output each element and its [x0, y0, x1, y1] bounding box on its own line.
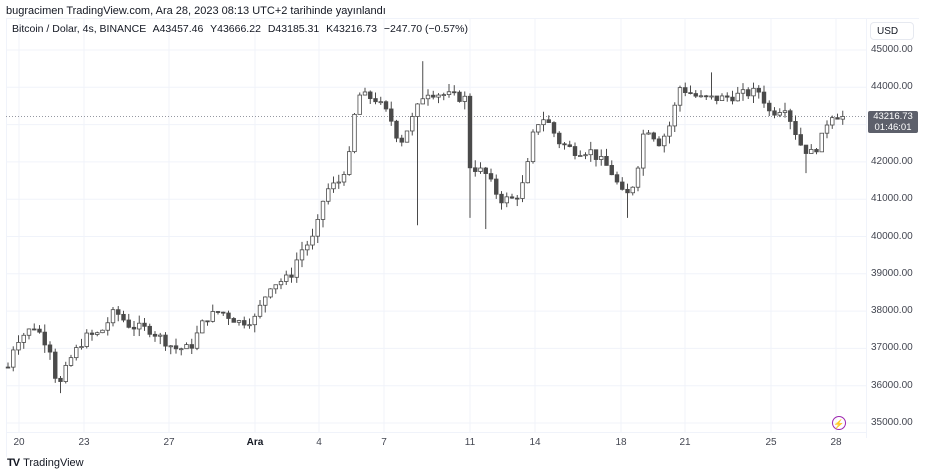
time-tick: Ara	[246, 437, 264, 448]
price-tick: 39000.00	[871, 267, 913, 279]
price-tick: 38000.00	[871, 305, 913, 317]
legend-high: Y43666.22	[210, 23, 261, 35]
price-tick: 42000.00	[871, 155, 913, 167]
price-tick: 40000.00	[871, 230, 913, 242]
price-tick: 37000.00	[871, 342, 913, 354]
legend-open: A43457.46	[152, 23, 204, 35]
last-price-label: 43216.73 01:46:01	[868, 111, 918, 133]
chart-legend: Bitcoin / Dolar, 4s, BINANCE A43457.46 Y…	[12, 23, 472, 35]
time-tick: 14	[529, 437, 541, 448]
candles	[5, 61, 845, 394]
price-axis[interactable]	[866, 18, 921, 438]
grid-lines	[6, 19, 866, 432]
legend-change: −247.70 (−0.57%)	[383, 23, 468, 35]
tradingview-logo: TV TradingView	[7, 457, 84, 469]
price-tick: 45000.00	[871, 44, 913, 55]
time-tick: 28	[830, 437, 842, 448]
time-tick: 11	[464, 437, 476, 448]
currency-button[interactable]: USD	[870, 22, 914, 40]
time-tick: 21	[679, 437, 691, 448]
legend-close: K43216.73	[326, 23, 377, 35]
legend-low: D43185.31	[267, 23, 320, 35]
price-tick: 41000.00	[871, 193, 913, 205]
time-tick: 18	[615, 437, 627, 448]
time-tick: 4	[316, 437, 322, 448]
chart-frame	[6, 18, 919, 457]
price-tick: 44000.00	[871, 81, 913, 93]
bar-countdown: 01:46:01	[874, 122, 912, 133]
legend-symbol[interactable]: Bitcoin / Dolar, 4s, BINANCE	[12, 23, 147, 35]
tv-logo-icon: TV	[7, 457, 20, 469]
lightning-icon[interactable]: ⚡	[832, 416, 846, 430]
time-tick: 25	[765, 437, 777, 448]
last-price-value: 43216.73	[873, 111, 913, 122]
price-tick: 36000.00	[871, 379, 913, 391]
time-tick: 20	[13, 437, 25, 448]
time-tick: 23	[78, 437, 90, 448]
price-tick: 35000.00	[871, 417, 913, 428]
time-axis[interactable]	[6, 432, 866, 455]
brand-name: TradingView	[23, 457, 84, 469]
publisher-line: bugracimen TradingView.com, Ara 28, 2023…	[6, 5, 386, 17]
time-tick: 27	[163, 437, 175, 448]
time-tick: 7	[381, 437, 387, 448]
